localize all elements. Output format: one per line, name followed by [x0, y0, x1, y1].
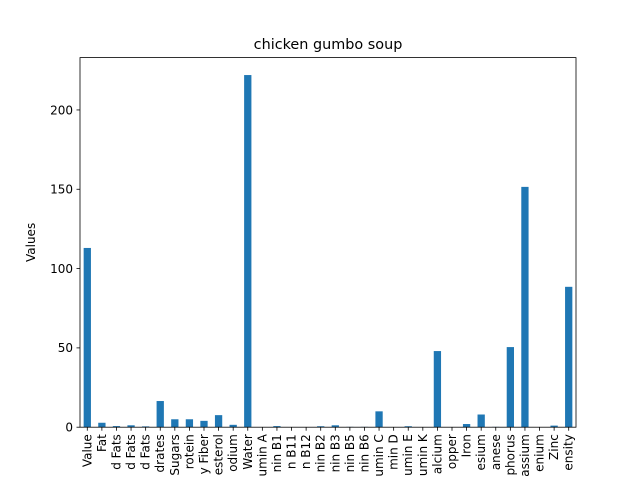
x-tick-label: odium: [226, 434, 240, 472]
bar: [565, 287, 572, 427]
x-tick-label: ensity: [562, 434, 576, 470]
x-tick-label: enium: [533, 434, 547, 472]
y-tick-label: 50: [58, 341, 73, 355]
x-tick-label: anese: [489, 434, 503, 470]
x-tick-label: y Fiber: [197, 434, 211, 474]
x-tick-label: nin B5: [343, 434, 357, 472]
y-tick-label: 100: [50, 262, 73, 276]
y-axis-label: Values: [24, 223, 38, 262]
x-tick-label: opper: [445, 434, 459, 469]
x-tick-label: Water: [241, 434, 255, 470]
x-tick-label: esium: [474, 434, 488, 470]
x-tick-label: umin K: [416, 433, 430, 476]
x-tick-label: nin B1: [270, 434, 284, 472]
y-tick-label: 0: [65, 421, 73, 435]
x-tick-label: alcium: [430, 434, 444, 474]
x-tick-label: Sugars: [168, 434, 182, 475]
x-tick-label: umin C: [372, 434, 386, 476]
bar: [478, 415, 485, 428]
bar: [507, 347, 514, 427]
x-tick-label: n B11: [285, 434, 299, 469]
x-tick-label: esterol: [212, 434, 226, 475]
bar: [521, 187, 528, 427]
bar: [434, 351, 441, 427]
x-tick-label: assium: [518, 434, 532, 477]
y-tick-label: 200: [50, 103, 73, 117]
bar: [84, 248, 91, 427]
x-tick-label: drates: [153, 434, 167, 472]
x-tick-label: Fat: [95, 434, 109, 452]
chart-title: chicken gumbo soup: [254, 37, 403, 53]
x-tick-label: umin A: [255, 433, 269, 476]
x-tick-label: nin B6: [357, 434, 371, 472]
x-tick-label: d Fats: [109, 434, 123, 470]
bar: [157, 401, 164, 427]
y-tick-label: 150: [50, 183, 73, 197]
x-tick-label: nin B2: [314, 434, 328, 472]
x-tick-label: d Fats: [139, 434, 153, 470]
x-tick-label: d Fats: [124, 434, 138, 470]
bar: [215, 415, 222, 427]
bar: [375, 411, 382, 427]
bar: [186, 419, 193, 427]
x-tick-label: n B12: [299, 434, 313, 469]
x-tick-label: Iron: [460, 434, 474, 457]
bar: [200, 421, 207, 427]
bar: [244, 75, 251, 427]
bar: [98, 423, 105, 427]
x-tick-label: Zinc: [547, 434, 561, 460]
x-tick-label: Value: [80, 434, 94, 467]
x-tick-label: rotein: [182, 434, 196, 469]
x-tick-label: min D: [387, 434, 401, 470]
x-tick-label: phorus: [503, 434, 517, 475]
bar: [171, 419, 178, 427]
bar: [463, 424, 470, 427]
x-tick-label: nin B3: [328, 434, 342, 472]
x-tick-label: umin E: [401, 434, 415, 476]
